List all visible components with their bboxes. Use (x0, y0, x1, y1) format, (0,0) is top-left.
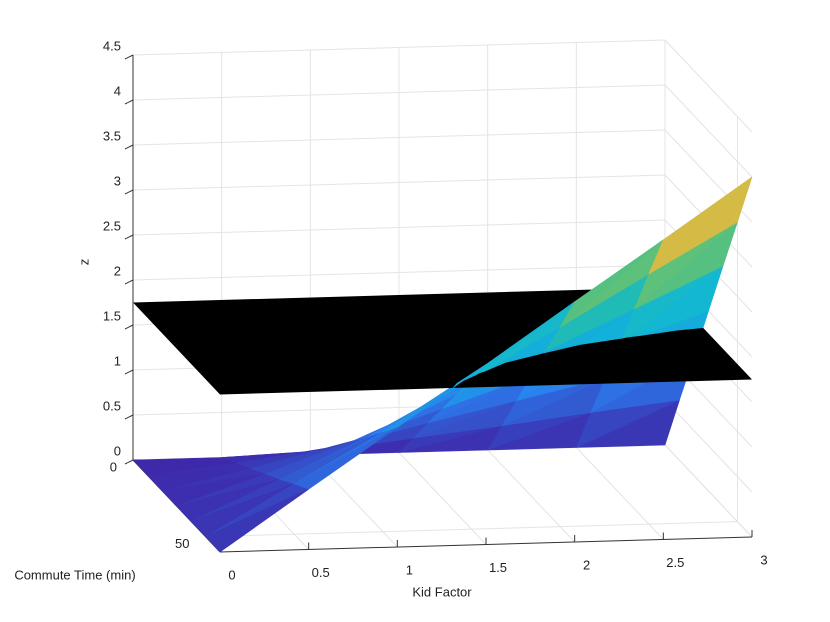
z-tick (124, 324, 134, 330)
surface-patch (204, 488, 309, 553)
grid-line (132, 264, 666, 281)
grid-line (132, 219, 666, 236)
z-tick-label: 2 (114, 263, 121, 278)
surface-patch (648, 176, 753, 275)
grid-line (205, 521, 738, 538)
z-tick-label: 1 (114, 353, 121, 368)
x-tick-label: 1 (406, 562, 413, 577)
z-tick (124, 414, 134, 420)
x-tick-label: 0.5 (312, 565, 330, 580)
grid-line (664, 399, 753, 493)
y-axis-label: Commute Time (min) (14, 567, 135, 582)
surface-patch (559, 239, 664, 328)
grid-line (664, 84, 753, 178)
z-tick-label: 3 (114, 173, 121, 188)
z-tick-label: 3.5 (103, 128, 121, 143)
z-tick (124, 459, 134, 465)
x-tick-label: 3 (760, 552, 767, 567)
z-tick (124, 54, 134, 60)
surface-patch (293, 427, 398, 490)
x-tick-label: 2 (583, 557, 590, 572)
z-tick-label: 2.5 (103, 218, 121, 233)
z-tick-label: 4 (114, 83, 121, 98)
z-tick-label: 1.5 (103, 308, 121, 323)
x-tick-label: 2.5 (666, 555, 684, 570)
x-tick-label: 0 (228, 567, 235, 582)
z-tick (124, 144, 134, 150)
surface-patch (452, 364, 487, 389)
grid-line (132, 129, 666, 146)
grid-line (664, 39, 753, 133)
z-tick (124, 234, 134, 240)
z-tick (124, 99, 134, 105)
z-axis-label: z (76, 259, 91, 266)
y-tick-label: 0 (110, 459, 117, 474)
z-tick-label: 4.5 (103, 38, 121, 53)
y-tick-label: 50 (175, 536, 189, 551)
z-tick (124, 369, 134, 375)
grid-line (132, 84, 666, 101)
surface-patch (474, 301, 575, 376)
z-tick (124, 279, 134, 285)
x-tick-label: 1.5 (489, 560, 507, 575)
x-axis-label: Kid Factor (412, 584, 472, 599)
z-tick-label: 0.5 (103, 398, 121, 413)
grid-line (132, 39, 666, 56)
z-tick (124, 189, 134, 195)
grid-line (132, 174, 666, 191)
z-tick-label: 0 (114, 443, 121, 458)
